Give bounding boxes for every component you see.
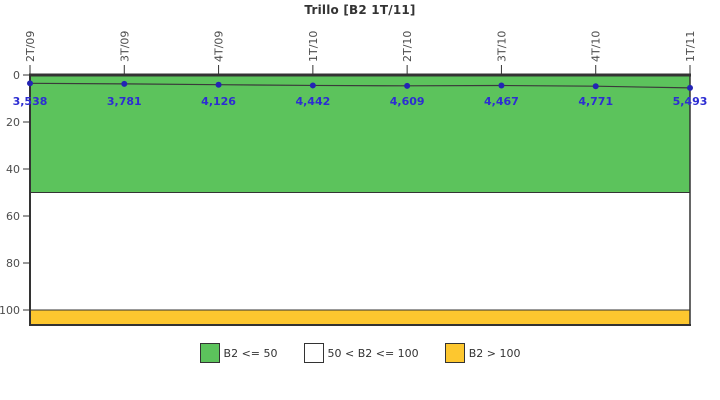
data-point bbox=[309, 82, 316, 89]
legend-item-white: 50 < B2 <= 100 bbox=[303, 343, 419, 363]
y-axis-label: 60 bbox=[6, 210, 20, 223]
data-point-label: 3,781 bbox=[107, 95, 142, 108]
legend-swatch-green bbox=[199, 343, 220, 363]
data-point-label: 4,126 bbox=[201, 95, 236, 108]
data-point-label: 4,442 bbox=[295, 95, 330, 108]
data-point bbox=[27, 80, 33, 87]
band-0 bbox=[29, 74, 691, 193]
legend-label-yellow: B2 > 100 bbox=[468, 346, 521, 360]
x-axis-label: 4T/09 bbox=[213, 31, 226, 62]
data-point bbox=[404, 82, 411, 89]
x-axis-label: 3T/10 bbox=[495, 31, 508, 62]
y-axis-label: 80 bbox=[6, 257, 20, 270]
data-point-label: 5,493 bbox=[673, 95, 708, 108]
legend: B2 <= 50 50 < B2 <= 100 B2 > 100 bbox=[0, 343, 720, 363]
legend-label-white: 50 < B2 <= 100 bbox=[327, 346, 419, 360]
y-axis-label: 20 bbox=[6, 116, 20, 129]
data-point bbox=[687, 84, 693, 91]
band-1 bbox=[29, 192, 691, 311]
y-axis-label: 40 bbox=[6, 163, 20, 176]
legend-swatch-white bbox=[303, 343, 324, 363]
x-axis-label: 4T/10 bbox=[590, 31, 603, 62]
data-point bbox=[592, 83, 599, 90]
x-axis-label: 2T/10 bbox=[401, 31, 414, 62]
x-axis-label: 3T/09 bbox=[118, 31, 131, 62]
data-point bbox=[215, 81, 222, 88]
chart-title: Trillo [B2 1T/11] bbox=[304, 3, 416, 17]
legend-item-yellow: B2 > 100 bbox=[444, 343, 521, 363]
data-point bbox=[498, 82, 505, 89]
x-axis-label: 1T/11 bbox=[684, 31, 697, 62]
series-line bbox=[29, 82, 691, 89]
y-axis-label: 100 bbox=[0, 304, 20, 317]
legend-swatch-yellow bbox=[444, 343, 465, 363]
x-axis-label: 2T/09 bbox=[24, 31, 37, 62]
x-axis-label: 1T/10 bbox=[307, 31, 320, 62]
legend-item-green: B2 <= 50 bbox=[199, 343, 278, 363]
data-point-label: 4,467 bbox=[484, 95, 519, 108]
data-point-label: 4,609 bbox=[390, 95, 425, 108]
data-point-label: 3,538 bbox=[13, 95, 48, 108]
y-axis-label: 0 bbox=[13, 69, 20, 82]
band-2 bbox=[29, 309, 691, 326]
data-point bbox=[121, 80, 128, 87]
data-point-label: 4,771 bbox=[578, 95, 613, 108]
legend-label-green: B2 <= 50 bbox=[223, 346, 278, 360]
